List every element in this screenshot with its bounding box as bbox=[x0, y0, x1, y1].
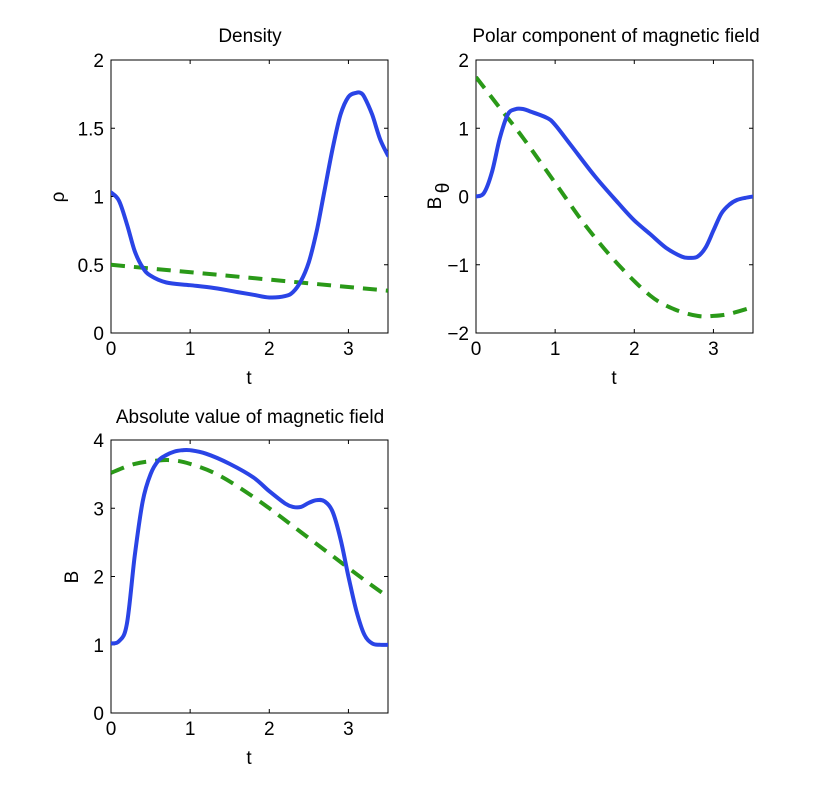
polar-component-xlabel: t bbox=[611, 368, 617, 389]
polar-component-ylabel-main: B bbox=[425, 197, 446, 210]
density-series bbox=[111, 90, 388, 300]
polar-component-solid-line bbox=[476, 106, 753, 260]
absolute-value-title: Absolute value of magnetic field bbox=[116, 407, 384, 428]
polar-component-xtick-label: 2 bbox=[629, 339, 640, 360]
absolute-value-solid-line bbox=[111, 447, 388, 647]
absolute-value-ticks: 0 1 2 3 0 1 2 3 4 bbox=[93, 431, 388, 740]
absolute-value-xtick-label: 2 bbox=[264, 719, 275, 740]
density-panel: Density 0 1 2 3 0 0.5 1 1.5 2 t ρ bbox=[48, 26, 389, 389]
density-title: Density bbox=[218, 26, 282, 47]
polar-component-ylabel-sub: θ bbox=[433, 183, 454, 194]
polar-component-ytick-label: 2 bbox=[458, 51, 469, 72]
absolute-value-ytick-label: 2 bbox=[93, 568, 104, 589]
polar-component-title: Polar component of magnetic field bbox=[472, 26, 759, 47]
density-ticks: 0 1 2 3 0 0.5 1 1.5 2 bbox=[78, 51, 388, 360]
density-ytick-label: 1.5 bbox=[78, 119, 104, 140]
density-ytick-label: 2 bbox=[93, 51, 104, 72]
density-xlabel: t bbox=[246, 368, 252, 389]
density-xtick-label: 2 bbox=[264, 339, 275, 360]
absolute-value-ylabel: B bbox=[62, 571, 83, 584]
density-ytick-label: 0 bbox=[93, 324, 104, 345]
polar-component-xtick-label: 3 bbox=[708, 339, 719, 360]
density-xtick-label: 1 bbox=[185, 339, 196, 360]
density-solid-line bbox=[111, 90, 388, 300]
density-xtick-label: 0 bbox=[106, 339, 117, 360]
absolute-value-ytick-label: 0 bbox=[93, 704, 104, 725]
polar-component-panel: Polar component of magnetic field 0 1 2 3 −2… bbox=[425, 26, 760, 389]
polar-component-ytick-label: 0 bbox=[458, 188, 469, 209]
density-ytick-label: 0.5 bbox=[78, 256, 104, 277]
absolute-value-xtick-label: 0 bbox=[106, 719, 117, 740]
polar-component-dashed-line bbox=[476, 75, 753, 319]
polar-component-ticks: 0 1 2 3 −2 −1 0 1 2 bbox=[447, 51, 753, 360]
absolute-value-xtick-label: 1 bbox=[185, 719, 196, 740]
polar-component-ytick-label: −1 bbox=[447, 256, 469, 277]
absolute-value-ytick-label: 4 bbox=[93, 431, 104, 452]
absolute-value-series bbox=[111, 447, 388, 647]
absolute-value-ytick-label: 3 bbox=[93, 499, 104, 520]
absolute-value-panel: Absolute value of magnetic field 0 1 2 3 0 1 2… bbox=[62, 407, 389, 769]
density-dashed-line bbox=[111, 262, 388, 293]
polar-component-series bbox=[476, 75, 753, 319]
polar-component-ylabel: B θ bbox=[425, 183, 454, 210]
density-xtick-label: 3 bbox=[343, 339, 354, 360]
density-ytick-label: 1 bbox=[93, 188, 104, 209]
absolute-value-xlabel: t bbox=[246, 748, 252, 769]
absolute-value-ytick-label: 1 bbox=[93, 636, 104, 657]
polar-component-xtick-label: 1 bbox=[550, 339, 561, 360]
absolute-value-xtick-label: 3 bbox=[343, 719, 354, 740]
polar-component-ytick-label: 1 bbox=[458, 119, 469, 140]
polar-component-ytick-label: −2 bbox=[447, 324, 469, 345]
polar-component-xtick-label: 0 bbox=[471, 339, 482, 360]
density-ylabel: ρ bbox=[48, 191, 69, 202]
